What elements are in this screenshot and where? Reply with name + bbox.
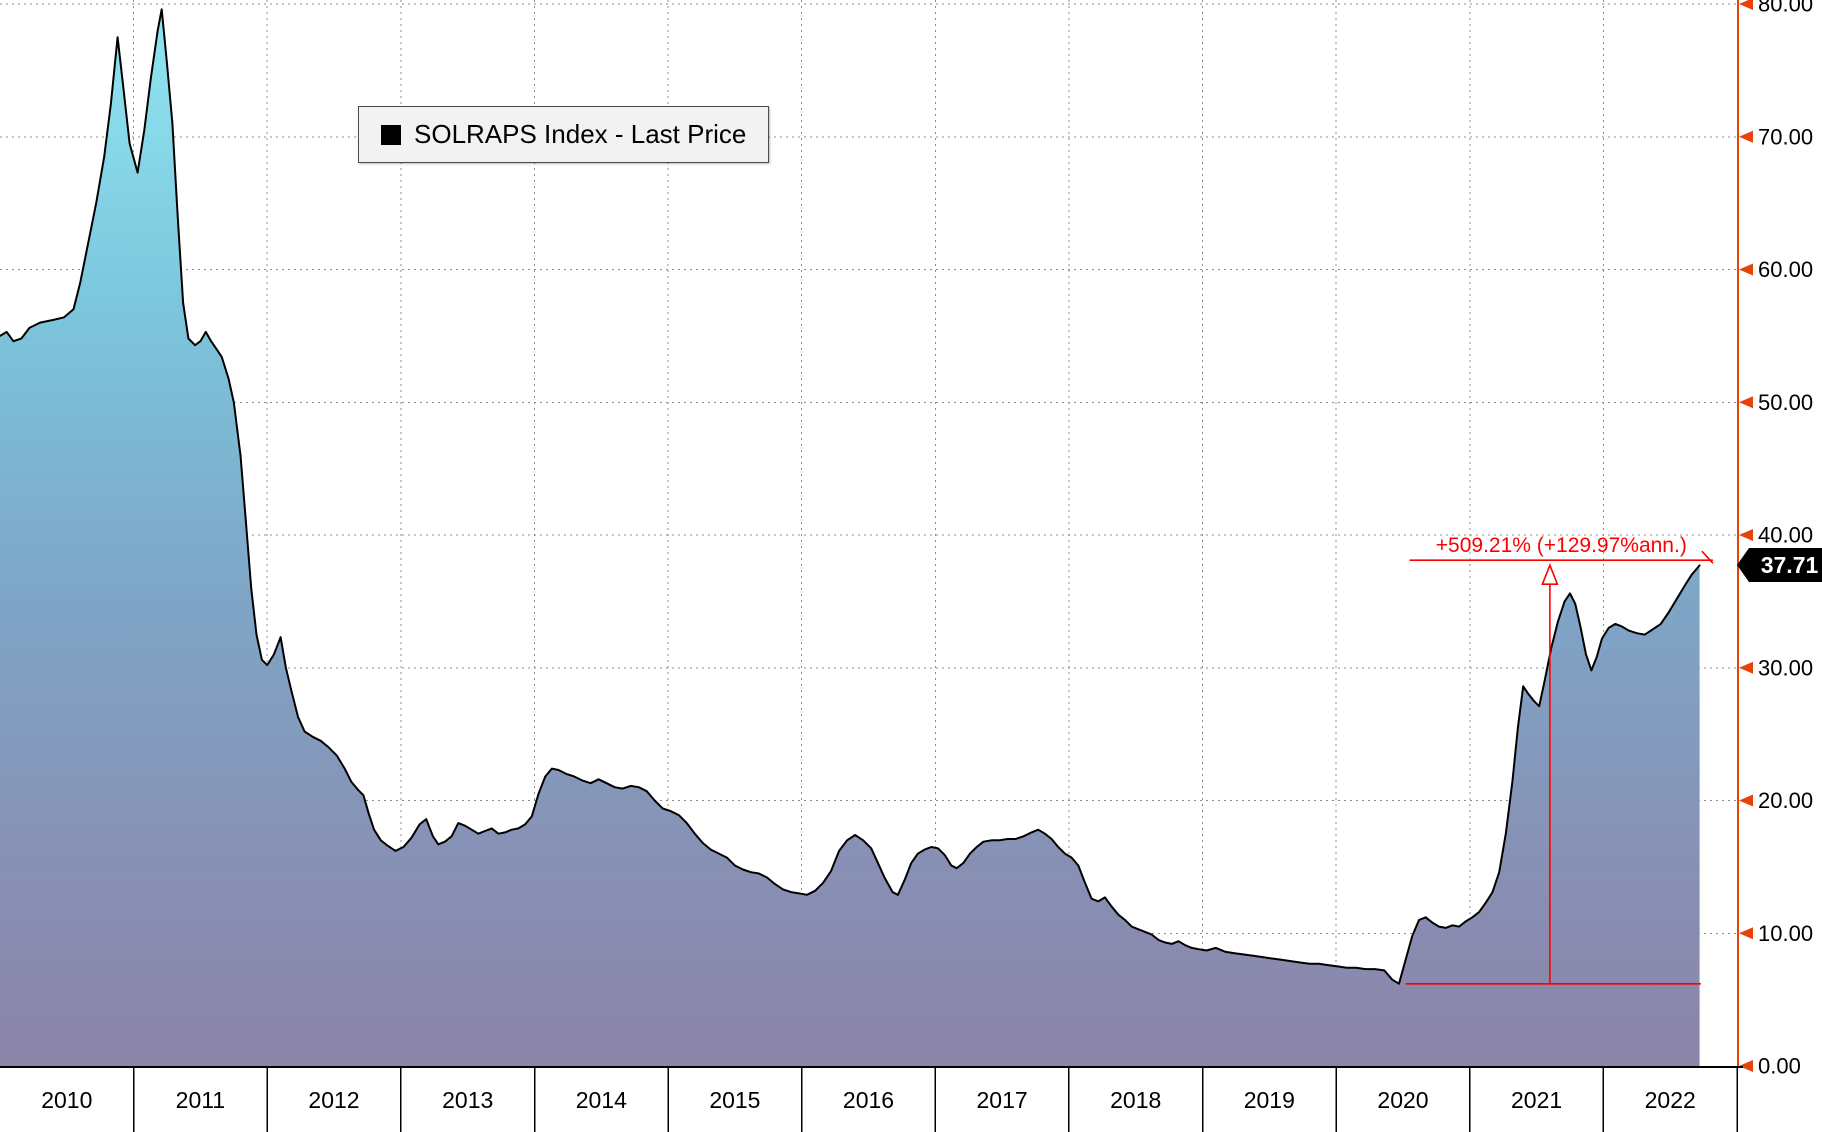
y-axis-tick-icon [1739,529,1753,541]
x-axis-year-label: 2018 [1110,1087,1161,1113]
annotation-arrow-up-icon [1541,563,1559,586]
legend-swatch-icon [381,124,401,145]
y-axis-tick-label: 10.00 [1758,921,1813,946]
x-axis-year-label: 2019 [1244,1087,1295,1113]
y-axis-tick-icon [1739,661,1753,674]
y-axis-tick-label: 20.00 [1758,788,1813,813]
y-axis-tick-label: 30.00 [1758,655,1813,680]
y-axis-tick-icon [1739,263,1753,276]
x-axis-year-label: 2022 [1645,1087,1696,1113]
last-price-badge: 37.71 [1737,548,1822,582]
area-fill [0,9,1700,1066]
x-axis-year-label: 2015 [709,1087,760,1113]
x-axis-year-label: 2010 [41,1087,92,1113]
x-axis-year-label: 2014 [576,1087,627,1113]
y-axis-tick-label: 60.00 [1758,257,1813,282]
x-axis-year-label: 2012 [308,1087,359,1113]
y-axis-tick-icon [1739,0,1753,10]
y-axis[interactable]: 0.00 10.00 20.00 30.00 40.00 50.00 60.00 70.00 8… [1737,0,1813,1079]
x-axis[interactable]: 2010 2011 2012 2013 2014 2015 2016 2017 2018 2019… [0,1066,1743,1132]
last-price-value: 37.71 [1760,551,1819,578]
x-axis-year-label: 2016 [843,1087,894,1113]
x-axis-year-label: 2017 [977,1087,1028,1113]
y-axis-tick-icon [1739,1060,1753,1072]
y-axis-tick-icon [1739,927,1753,940]
y-axis-tick-icon [1739,396,1753,409]
legend[interactable]: SOLRAPS Index - Last Price [358,106,770,163]
price-line [0,8,1701,985]
y-axis-tick-label: 50.00 [1758,390,1813,415]
y-axis-tick-label: 0.00 [1758,1054,1801,1079]
annotation-end-tick [1701,550,1714,564]
x-axis-year-label: 2013 [442,1087,493,1113]
legend-label: SOLRAPS Index - Last Price [414,119,747,149]
price-series [0,8,1701,1066]
x-axis-year-label: 2021 [1511,1087,1562,1113]
y-axis-tick-label: 40.00 [1758,523,1813,548]
performance-annotation: +509.21% (+129.97%ann.) [1405,534,1714,985]
y-axis-tick-icon [1739,794,1753,807]
y-axis-tick-label: 80.00 [1758,0,1813,17]
y-axis-tick-icon [1739,130,1753,143]
x-axis-year-label: 2011 [176,1087,225,1113]
y-axis-tick-label: 70.00 [1758,124,1813,149]
annotation-label: +509.21% (+129.97%ann.) [1436,534,1687,557]
x-axis-year-label: 2020 [1377,1087,1428,1113]
